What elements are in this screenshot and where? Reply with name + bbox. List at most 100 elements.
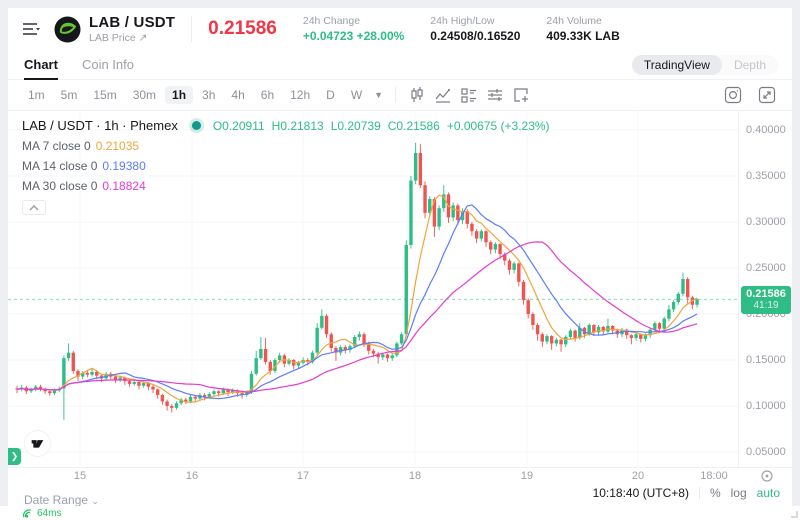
resize-corner[interactable]	[791, 511, 798, 518]
x-axis-label: 17	[297, 470, 309, 482]
timeframe-1m[interactable]: 1m	[21, 86, 52, 104]
y-axis-label: 0.35000	[746, 170, 786, 182]
toggle-depth[interactable]: Depth	[722, 55, 778, 75]
x-axis-label: 16	[186, 470, 198, 482]
ohlc-values: O0.20911 H0.21813 L0.20739 C0.21586 +0.00675…	[213, 119, 550, 133]
x-axis-label: 18:00	[700, 470, 728, 482]
timeframe-30m[interactable]: 30m	[126, 86, 163, 104]
stat-24h-high-low: 24h High/Low 0.24508/0.16520	[430, 15, 520, 43]
tab-bar: Chart Coin Info TradingView Depth	[8, 50, 792, 80]
candles-icon[interactable]	[404, 84, 430, 106]
stat-value: 0.24508/0.16520	[430, 29, 520, 43]
signal-icon	[22, 508, 33, 519]
header-divider	[191, 16, 192, 42]
stat-label: 24h Change	[303, 15, 404, 27]
layout-icon[interactable]	[456, 84, 482, 106]
price-axis[interactable]: 0.400000.350000.300000.250000.200000.150…	[738, 111, 792, 467]
ma-line-7	[17, 195, 697, 402]
toggle-tradingview[interactable]: TradingView	[632, 55, 722, 75]
toolbar-divider	[395, 87, 396, 103]
timeframe-1h[interactable]: 1h	[165, 86, 193, 104]
auto-scale-button[interactable]: auto	[757, 486, 780, 500]
indicators-icon[interactable]	[430, 84, 456, 106]
timeframe-4h[interactable]: 4h	[224, 86, 251, 104]
bar-countdown: 41:19	[741, 300, 791, 312]
log-scale-button[interactable]: log	[731, 486, 747, 500]
ma-line-14	[17, 205, 697, 399]
collapse-legend-button[interactable]	[22, 200, 46, 215]
x-axis-label: 15	[74, 470, 86, 482]
trading-panel: LAB / USDT LAB Price ↗ 0.21586 24h Chang…	[8, 8, 792, 518]
ohlc-segment: H0.21813	[272, 119, 324, 133]
y-axis-label: 0.10000	[746, 400, 786, 412]
scale-controls: 10:18:40 (UTC+8) % log auto	[593, 486, 780, 500]
coin-logo	[54, 16, 81, 43]
x-axis-label: 20	[632, 470, 644, 482]
y-axis-label: 0.25000	[746, 262, 786, 274]
y-axis-label: 0.40000	[746, 124, 786, 136]
ohlc-segment: O0.20911	[213, 119, 265, 133]
ma-legend-row[interactable]: MA 7 close 0 0.21035	[22, 139, 550, 153]
clock[interactable]: 10:18:40 (UTC+8)	[593, 486, 689, 500]
date-range-button[interactable]: Date Range ⌄	[24, 493, 99, 507]
stat-24h-change: 24h Change +0.04723 +28.00%	[303, 15, 404, 43]
chevron-down-icon: ⌄	[91, 496, 99, 506]
timeframe-12h[interactable]: 12h	[283, 86, 317, 104]
symbol-block[interactable]: LAB / USDT LAB Price ↗	[89, 14, 175, 44]
market-list-icon[interactable]	[22, 21, 42, 37]
x-axis-label: 19	[521, 470, 533, 482]
chart-legend: LAB / USDT · 1h · Phemex O0.20911 H0.2181…	[22, 118, 550, 215]
y-axis-label: 0.05000	[746, 446, 786, 458]
ma-label: MA 30 close 0	[22, 179, 97, 193]
timeframe-3h[interactable]: 3h	[195, 86, 222, 104]
last-price: 0.21586	[208, 18, 277, 40]
ma-value: 0.21035	[96, 139, 139, 153]
view-toggle: TradingView Depth	[632, 55, 778, 75]
panel-expand-tab[interactable]: ❯	[8, 448, 21, 465]
ma-legend-row[interactable]: MA 30 close 0 0.18824	[22, 179, 550, 193]
market-status-dot[interactable]	[192, 121, 201, 130]
more-intervals-icon[interactable]: ▼	[374, 90, 383, 100]
ma-value: 0.18824	[102, 179, 145, 193]
timeframe-W[interactable]: W	[344, 86, 369, 104]
percent-scale-button[interactable]: %	[710, 486, 721, 500]
current-price-value: 0.21586	[741, 288, 791, 300]
x-axis-label: 18	[409, 470, 421, 482]
series-title[interactable]: LAB / USDT · 1h · Phemex	[22, 118, 178, 133]
timeframe-15m[interactable]: 15m	[86, 86, 123, 104]
stat-label: 24h High/Low	[430, 15, 520, 27]
ohlc-segment: L0.20739	[331, 119, 381, 133]
timeframe-5m[interactable]: 5m	[54, 86, 85, 104]
tab-chart[interactable]: Chart	[24, 50, 58, 79]
chart-area[interactable]: 0.400000.350000.300000.250000.200000.150…	[8, 111, 792, 467]
stat-24h-volume: 24h Volume 409.33K LAB	[546, 15, 619, 43]
divider	[699, 487, 700, 499]
sliders-icon[interactable]	[482, 84, 508, 106]
ohlc-segment: +0.00675 (+3.23%)	[447, 119, 550, 133]
stat-value: 409.33K LAB	[546, 29, 619, 43]
ohlc-segment: C0.21586	[388, 119, 440, 133]
symbol-name: LAB / USDT	[89, 14, 175, 31]
save-template-icon[interactable]	[508, 84, 534, 106]
latency-value[interactable]: 64ms	[37, 508, 61, 519]
timeframe-6h[interactable]: 6h	[254, 86, 281, 104]
tab-coin-info[interactable]: Coin Info	[82, 50, 134, 79]
time-axis[interactable]: 15 16 17 18 19 20 18:00	[8, 467, 792, 483]
bottom-toolbar: Date Range ⌄ 10:18:40 (UTC+8) % log auto…	[8, 483, 792, 520]
scale-reset-icon[interactable]	[760, 469, 774, 483]
timeframe-D[interactable]: D	[319, 86, 342, 104]
tradingview-logo[interactable]	[24, 430, 51, 457]
camera-icon[interactable]	[720, 84, 746, 106]
ma-value: 0.19380	[102, 159, 145, 173]
stat-value: +0.04723 +28.00%	[303, 29, 404, 43]
y-axis-label: 0.15000	[746, 354, 786, 366]
ma-line-30	[17, 242, 697, 392]
fullscreen-icon[interactable]	[754, 84, 780, 106]
symbol-subtitle[interactable]: LAB Price ↗	[89, 32, 175, 44]
ma-label: MA 7 close 0	[22, 139, 91, 153]
